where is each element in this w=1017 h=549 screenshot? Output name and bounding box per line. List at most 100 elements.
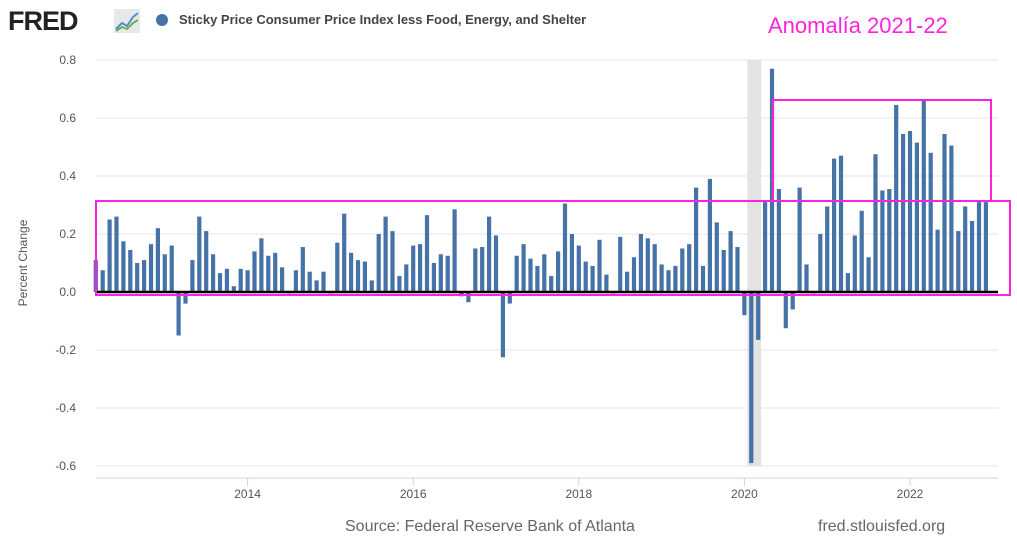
- bar: [300, 247, 305, 292]
- bar: [424, 215, 430, 292]
- bar: [100, 270, 105, 292]
- y-tick-label: -0.2: [55, 343, 76, 357]
- bar: [832, 158, 837, 292]
- bar: [493, 235, 499, 292]
- bar: [742, 292, 747, 316]
- bar: [217, 273, 223, 292]
- bar: [211, 254, 216, 292]
- bar: [349, 252, 354, 292]
- bar: [369, 280, 374, 292]
- bar: [576, 245, 581, 292]
- bar: [707, 178, 712, 292]
- bar: [162, 254, 167, 292]
- bar: [721, 249, 726, 292]
- x-tick-label: 2014: [234, 487, 261, 501]
- bar: [280, 267, 285, 292]
- bar: [562, 203, 568, 292]
- bar: [252, 251, 257, 292]
- bar: [293, 270, 298, 292]
- bar: [873, 154, 878, 292]
- bar: [818, 234, 823, 292]
- bar: [749, 292, 754, 464]
- bar: [921, 99, 926, 293]
- bar: [507, 292, 512, 304]
- bar: [825, 206, 830, 292]
- bar: [135, 263, 140, 292]
- bar: [390, 231, 395, 292]
- bar: [956, 231, 961, 292]
- bar: [569, 234, 574, 292]
- highlight-box-anomaly: [772, 99, 992, 201]
- bar: [928, 152, 933, 292]
- bar: [838, 155, 844, 292]
- bar: [549, 276, 554, 292]
- bar: [845, 273, 850, 292]
- y-tick-label: 0.6: [59, 111, 76, 125]
- bar: [887, 189, 892, 292]
- bar: [714, 222, 719, 292]
- bar: [183, 292, 188, 304]
- bar: [411, 245, 416, 292]
- bar: [680, 248, 685, 292]
- bar: [763, 202, 768, 292]
- bar: [735, 247, 740, 292]
- bar: [797, 187, 802, 292]
- bar: [866, 257, 871, 292]
- bar: [355, 260, 361, 292]
- bar: [556, 251, 561, 292]
- bar: [142, 260, 147, 292]
- bar: [590, 265, 595, 292]
- legend-marker: [156, 14, 168, 26]
- bar: [673, 265, 678, 292]
- bar: [604, 274, 609, 292]
- bar: [618, 236, 623, 292]
- bar: [197, 216, 202, 292]
- bar: [970, 220, 975, 292]
- bar: [418, 244, 423, 292]
- y-tick-label: 0.0: [59, 285, 76, 299]
- bar: [259, 238, 264, 292]
- bar: [597, 239, 602, 292]
- bar: [487, 216, 492, 292]
- bar: [914, 142, 919, 292]
- x-tick-label: 2022: [897, 487, 924, 501]
- bar: [107, 219, 112, 292]
- bar: [397, 276, 402, 292]
- bar: [880, 190, 885, 292]
- y-tick-label: 0.2: [59, 227, 76, 241]
- bar: [625, 271, 630, 292]
- bar: [190, 260, 195, 292]
- legend-label[interactable]: Sticky Price Consumer Price Index less F…: [179, 12, 587, 27]
- site-link[interactable]: fred.stlouisfed.org: [818, 518, 946, 535]
- bar: [314, 280, 319, 292]
- bar: [852, 235, 857, 292]
- chart-line-icon: [114, 9, 140, 33]
- bar: [901, 133, 906, 292]
- bar: [307, 271, 312, 292]
- bar: [894, 104, 899, 292]
- x-tick-label: 2020: [731, 487, 758, 501]
- bar: [666, 270, 671, 292]
- bar: [321, 271, 326, 292]
- bar: [638, 234, 643, 292]
- bar: [404, 264, 409, 292]
- bar: [500, 292, 505, 358]
- bar: [687, 244, 692, 292]
- bar: [756, 292, 761, 340]
- fred-logo[interactable]: FRED: [8, 6, 78, 36]
- bar: [155, 228, 160, 292]
- bar: [176, 292, 181, 336]
- bar: [776, 189, 781, 292]
- bar: [452, 209, 457, 292]
- bar: [645, 238, 650, 292]
- bar: [480, 247, 485, 292]
- bar: [963, 206, 968, 292]
- bar: [148, 244, 154, 292]
- bar: [659, 264, 664, 292]
- bar: [700, 265, 706, 292]
- y-tick-label: -0.6: [55, 459, 76, 473]
- source-note: Source: Federal Reserve Bank of Atlanta: [345, 518, 635, 535]
- x-tick-label: 2016: [400, 487, 427, 501]
- bar: [521, 244, 526, 292]
